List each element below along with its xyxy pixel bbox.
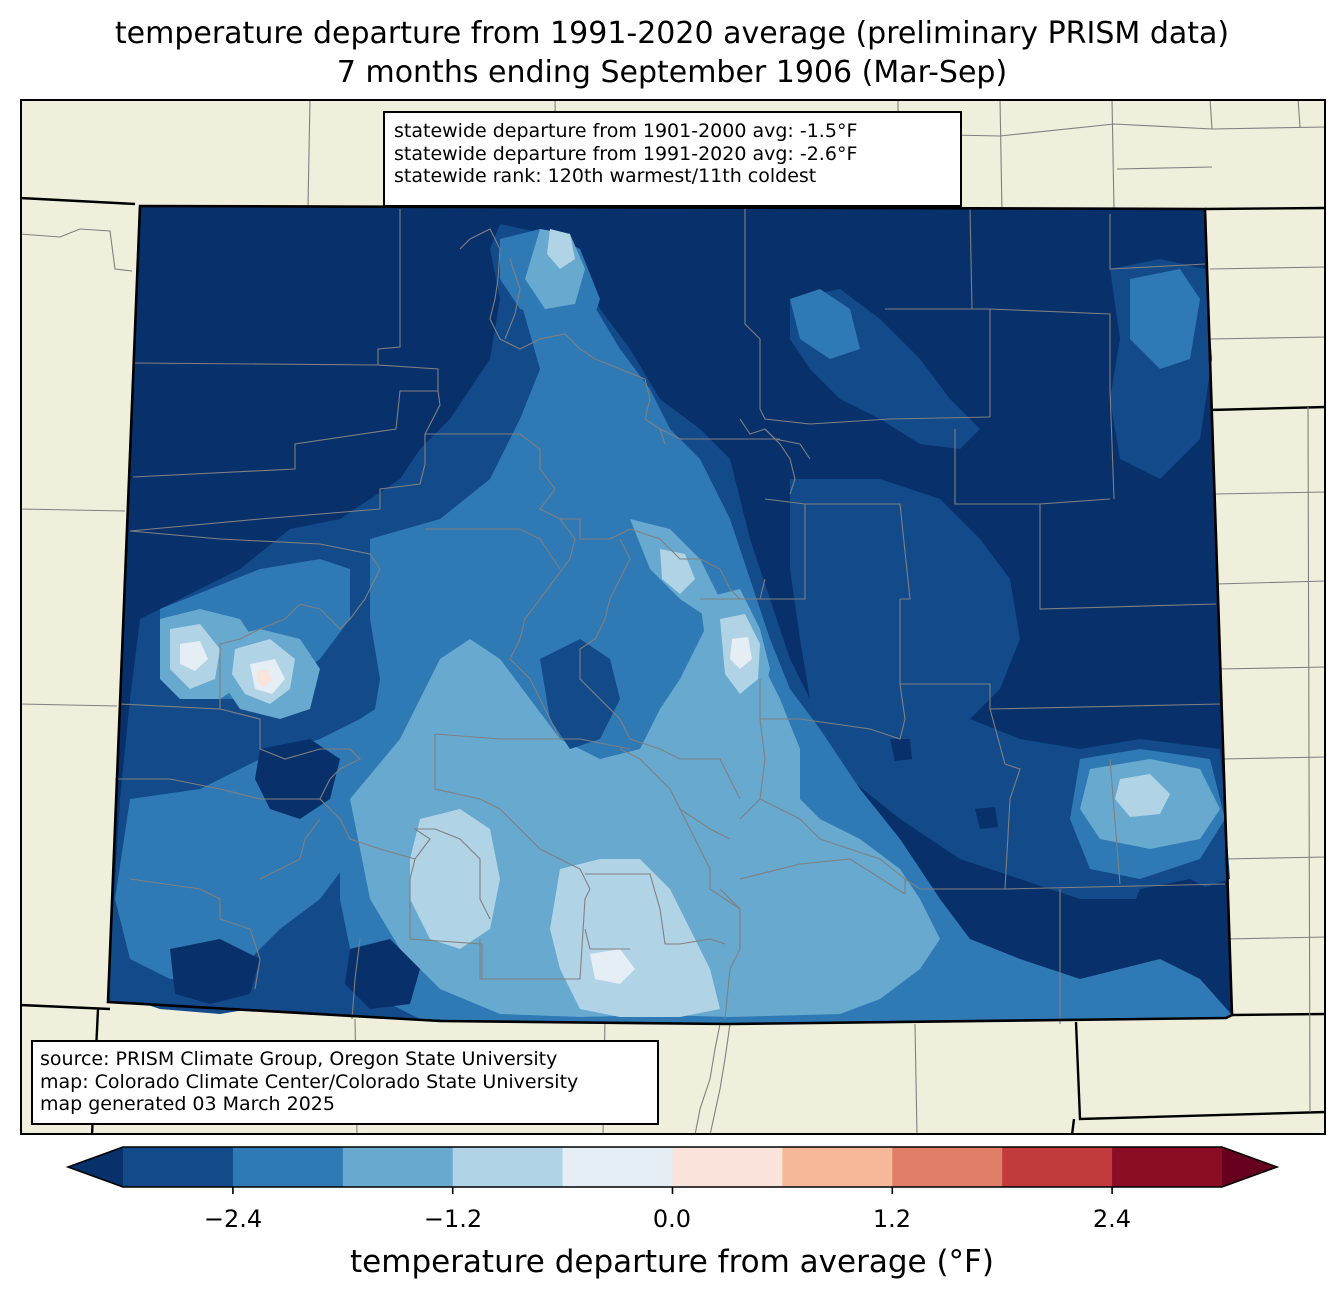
- stats-line-anomaly-1991-2020: statewide departure from 1991-2020 avg: …: [394, 142, 858, 165]
- colorbar-label: temperature departure from average (°F): [350, 1244, 994, 1280]
- colorbar-segment: [452, 1147, 564, 1187]
- map-credit-line: map: Colorado Climate Center/Colorado St…: [40, 1070, 579, 1093]
- colorbar-tick-label: −2.4: [203, 1205, 263, 1233]
- colorbar-segment: [782, 1147, 893, 1187]
- colorbar-segment: [342, 1147, 454, 1187]
- colorbar-tick-label: 0.0: [652, 1205, 692, 1233]
- map-panel: [20, 99, 1326, 1135]
- stats-line-anomaly-1901-2000: statewide departure from 1901-2000 avg: …: [394, 120, 858, 142]
- colorbar-extend-high: [1222, 1147, 1277, 1187]
- source-credit-box: source: PRISM Climate Group, Oregon Stat…: [31, 1040, 659, 1125]
- colorado-county-lines: [115, 208, 1226, 1024]
- temperature-departure-contours: [108, 206, 1232, 1024]
- colorbar-segment: [562, 1147, 673, 1187]
- map-title-line-2: 7 months ending September 1906 (Mar-Sep): [336, 55, 1008, 90]
- stats-line-rank: statewide rank: 120th warmest/11th colde…: [394, 165, 817, 187]
- colorbar-segment: [672, 1147, 783, 1187]
- colorbar-tick-label: 2.4: [1092, 1205, 1132, 1233]
- colorbar-segment: [232, 1147, 344, 1187]
- map-generated-line: map generated 03 March 2025: [40, 1093, 335, 1115]
- colorbar-ticks: [232, 1187, 1113, 1194]
- source-line: source: PRISM Climate Group, Oregon Stat…: [40, 1048, 558, 1070]
- statewide-stats-box: statewide departure from 1901-2000 avg: …: [383, 111, 962, 207]
- colorbar-extend-low: [68, 1147, 123, 1187]
- colorado-temperature-map: [20, 99, 1326, 1135]
- colorbar-segment: [1112, 1147, 1223, 1187]
- colorbar-segment: [1002, 1147, 1113, 1187]
- colorado-state-boundary: [106, 204, 1234, 1026]
- colorbar-outline: [65, 1146, 1280, 1188]
- map-title-line-1: temperature departure from 1991-2020 ave…: [114, 16, 1230, 51]
- neighbor-state-boundaries: [20, 196, 1326, 1135]
- colorbar-tick-label: −1.2: [423, 1205, 483, 1233]
- colorbar: [65, 1146, 1280, 1194]
- colorbar-segments: [65, 1146, 1280, 1188]
- colorbar-segment: [123, 1147, 234, 1187]
- map-frame-border: [20, 99, 1326, 1135]
- colorbar-tick-label: 1.2: [872, 1205, 912, 1233]
- colorbar-segment: [892, 1147, 1003, 1187]
